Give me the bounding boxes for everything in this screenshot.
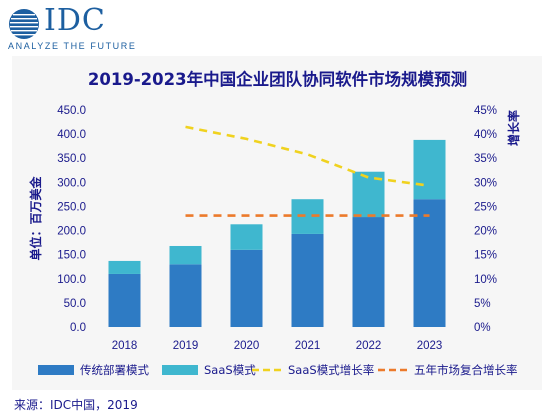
y2-tick-label: 0% xyxy=(474,322,491,334)
chart-panel xyxy=(12,56,542,390)
y2-tick-label: 25% xyxy=(474,201,497,213)
bar-saas xyxy=(169,245,202,265)
y-tick-label: 250.0 xyxy=(57,201,86,213)
y2-tick-label: 20% xyxy=(474,226,497,238)
y-tick-label: 350.0 xyxy=(57,153,86,165)
y2-tick-label: 40% xyxy=(474,129,497,141)
y-tick-label: 50.0 xyxy=(64,298,86,310)
x-tick-label: 2023 xyxy=(417,340,443,352)
y-tick-label: 200.0 xyxy=(57,226,86,238)
y-tick-label: 300.0 xyxy=(57,177,86,189)
y2-tick-label: 15% xyxy=(474,250,497,262)
legend-saas-growth-label: SaaS模式增长率 xyxy=(288,363,374,377)
chart-title: 2019-2023年中国企业团队协同软件市场规模预测 xyxy=(87,70,468,89)
bar-on-premise xyxy=(291,233,324,327)
x-tick-label: 2020 xyxy=(234,340,260,352)
y-tick-label: 0.0 xyxy=(70,322,86,334)
legend-on-premise-label: 传统部署模式 xyxy=(80,363,149,377)
bar-saas xyxy=(230,224,263,250)
bar-saas xyxy=(413,139,446,200)
x-tick-label: 2022 xyxy=(356,340,382,352)
legend-cagr-label: 五年市场复合增长率 xyxy=(414,363,518,377)
y2-tick-label: 30% xyxy=(474,177,497,189)
x-tick-label: 2018 xyxy=(112,340,138,352)
globe-icon xyxy=(9,9,39,39)
y-axis-title: 单位：百万美金 xyxy=(28,176,43,261)
legend-saas-label: SaaS模式 xyxy=(204,363,256,377)
bar-on-premise xyxy=(169,264,202,327)
line-saas-growth xyxy=(185,125,430,187)
y-tick-label: 150.0 xyxy=(57,250,86,262)
logo-tagline: ANALYZE THE FUTURE xyxy=(8,41,137,51)
legend-on-premise-swatch xyxy=(38,365,74,375)
bar-on-premise xyxy=(413,199,446,327)
y2-tick-label: 35% xyxy=(474,153,497,165)
bar-on-premise xyxy=(108,273,141,327)
logo-wordmark: IDC xyxy=(44,3,106,38)
bar-on-premise xyxy=(352,217,385,327)
y-tick-label: 450.0 xyxy=(57,105,86,117)
idc-logo: IDC ANALYZE THE FUTURE xyxy=(8,3,168,52)
legend-saas-swatch xyxy=(162,365,198,375)
y-tick-label: 400.0 xyxy=(57,129,86,141)
x-tick-label: 2021 xyxy=(295,340,321,352)
y2-tick-label: 5% xyxy=(474,298,491,310)
bar-on-premise xyxy=(230,249,263,327)
x-tick-label: 2019 xyxy=(173,340,199,352)
bar-saas xyxy=(108,260,141,274)
y2-axis-title: 增长率 xyxy=(506,110,521,146)
y2-tick-label: 45% xyxy=(474,105,497,117)
source-note: 来源：IDC中国，2019 xyxy=(14,398,138,412)
y-tick-label: 100.0 xyxy=(57,274,86,286)
y2-tick-label: 10% xyxy=(474,274,497,286)
